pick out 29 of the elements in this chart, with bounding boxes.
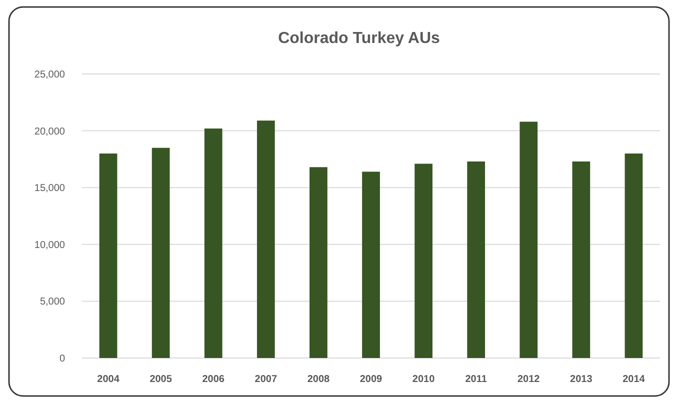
x-tick-label: 2008	[307, 374, 330, 385]
bar	[310, 167, 328, 358]
x-tick-label: 2004	[97, 374, 120, 385]
x-tick-label: 2012	[518, 374, 540, 385]
bar	[572, 161, 590, 358]
bar	[256, 120, 275, 358]
x-tick-label: 2014	[622, 374, 646, 385]
y-tick-label: 20,000	[34, 126, 66, 138]
x-tick-label: 2013	[570, 374, 593, 385]
bar	[152, 148, 170, 358]
y-tick-label: 15,000	[34, 183, 66, 194]
y-tick-label: 10,000	[34, 240, 66, 251]
y-tick-label: 0	[59, 354, 66, 364]
x-tick-label: 2005	[150, 374, 172, 385]
bar	[467, 161, 486, 358]
chart-title: Colorado Turkey AUs	[278, 30, 440, 47]
bar	[520, 122, 538, 358]
bar	[99, 154, 118, 358]
bar	[624, 154, 643, 358]
x-tick-label: 2006	[202, 374, 225, 385]
bar	[204, 128, 222, 358]
x-tick-label: 2007	[254, 374, 278, 385]
y-tick-label: 5,000	[40, 296, 66, 308]
x-tick-label: 2011	[465, 374, 488, 385]
bar	[362, 172, 380, 358]
x-tick-label: 2010	[412, 374, 436, 385]
bar	[414, 164, 432, 358]
x-tick-label: 2009	[360, 374, 383, 385]
y-tick-label: 25,000	[34, 70, 66, 80]
